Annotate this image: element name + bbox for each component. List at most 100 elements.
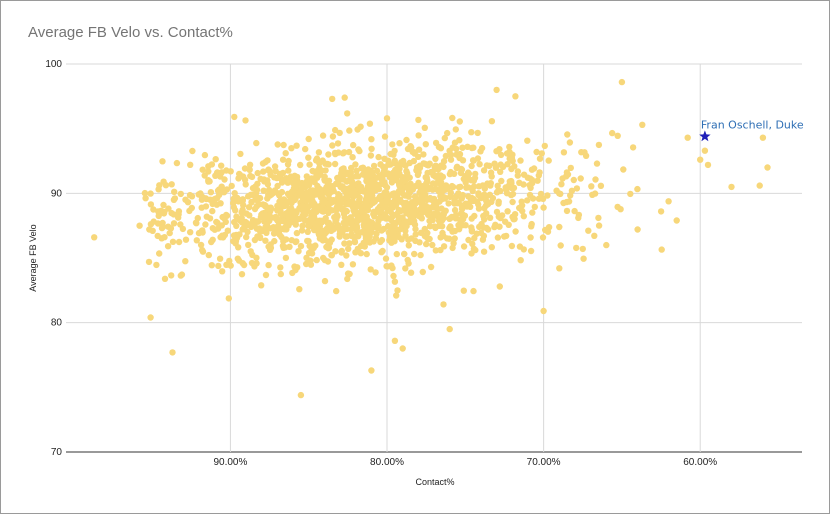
scatter-point <box>321 199 329 206</box>
scatter-point <box>378 227 385 234</box>
scatter-point <box>620 166 627 173</box>
scatter-point <box>618 78 626 86</box>
scatter-point <box>286 219 293 227</box>
scatter-point <box>170 220 178 227</box>
scatter-point <box>591 190 599 197</box>
scatter-point <box>558 181 565 188</box>
scatter-point <box>443 235 451 242</box>
scatter-point <box>349 154 356 161</box>
scatter-point <box>262 203 269 210</box>
scatter-point <box>759 134 767 141</box>
scatter-point <box>253 189 260 196</box>
scatter-point <box>450 240 457 247</box>
scatter-point <box>335 149 342 156</box>
scatter-point <box>394 287 401 294</box>
scatter-point <box>363 250 370 258</box>
scatter-point <box>520 213 527 220</box>
scatter-point <box>541 142 548 150</box>
scatter-point <box>303 178 310 185</box>
scatter-point <box>408 211 415 218</box>
scatter-point <box>244 228 251 236</box>
scatter-point <box>337 200 344 207</box>
scatter-point <box>147 314 154 321</box>
scatter-point <box>319 132 327 139</box>
scatter-point <box>382 198 390 205</box>
scatter-point <box>315 203 322 210</box>
scatter-point <box>595 214 602 222</box>
scatter-point <box>230 238 237 245</box>
scatter-point <box>282 150 289 157</box>
scatter-point <box>212 156 219 163</box>
scatter-point <box>251 263 258 270</box>
scatter-point <box>159 223 167 231</box>
scatter-point <box>536 155 544 162</box>
scatter-point <box>368 145 375 152</box>
scatter-point <box>401 177 409 184</box>
scatter-point <box>453 163 461 170</box>
scatter-point <box>271 226 278 233</box>
scatter-point <box>325 226 333 233</box>
scatter-point <box>214 194 221 202</box>
scatter-point <box>188 193 196 200</box>
scatter-point <box>238 219 246 226</box>
scatter-point <box>412 200 419 207</box>
scatter-point <box>756 182 763 189</box>
scatter-point <box>455 199 462 206</box>
scatter-point <box>461 212 469 219</box>
scatter-point <box>303 173 310 180</box>
scatter-point <box>297 391 305 399</box>
scatter-point <box>271 187 279 194</box>
scatter-point <box>248 173 256 181</box>
scatter-point <box>215 262 222 270</box>
scatter-point <box>440 158 448 165</box>
scatter-point <box>253 203 260 210</box>
scatter-point <box>432 224 439 232</box>
scatter-point <box>489 194 497 202</box>
scatter-point <box>471 234 478 242</box>
scatter-point <box>451 206 459 214</box>
scatter-point <box>246 166 253 173</box>
scatter-point <box>540 204 547 211</box>
scatter-point <box>367 225 374 232</box>
scatter-point <box>503 190 511 197</box>
scatter-point <box>247 191 254 198</box>
scatter-point <box>254 233 261 240</box>
scatter-point <box>432 155 439 162</box>
scatter-point <box>217 200 224 207</box>
scatter-point <box>262 158 269 166</box>
scatter-point <box>591 232 598 239</box>
scatter-point <box>496 146 503 153</box>
scatter-point <box>217 173 224 180</box>
scatter-point <box>389 228 397 235</box>
scatter-point <box>341 240 348 247</box>
scatter-point <box>627 190 634 198</box>
scatter-point <box>512 93 519 100</box>
scatter-point <box>186 207 193 215</box>
scatter-point <box>325 209 332 216</box>
scatter-point <box>334 174 341 182</box>
scatter-point <box>697 156 704 163</box>
scatter-point <box>436 198 443 205</box>
scatter-point <box>175 208 183 215</box>
scatter-point <box>398 236 405 243</box>
scatter-point <box>303 204 310 211</box>
scatter-point <box>414 171 422 179</box>
scatter-point <box>160 201 167 209</box>
scatter-point <box>274 207 281 214</box>
scatter-point <box>182 258 189 265</box>
scatter-point <box>639 121 646 128</box>
scatter-point <box>329 95 336 103</box>
scatter-point <box>524 137 531 144</box>
scatter-point <box>407 269 415 276</box>
scatter-point <box>205 168 212 175</box>
scatter-point <box>479 236 487 243</box>
scatter-point <box>422 202 430 210</box>
scatter-point <box>447 224 454 231</box>
scatter-point <box>480 248 488 255</box>
scatter-point <box>305 222 312 229</box>
scatter-point <box>288 145 295 152</box>
scatter-point <box>206 215 214 222</box>
scatter-point <box>478 144 486 152</box>
scatter-point <box>245 204 253 211</box>
scatter-point <box>470 287 477 295</box>
